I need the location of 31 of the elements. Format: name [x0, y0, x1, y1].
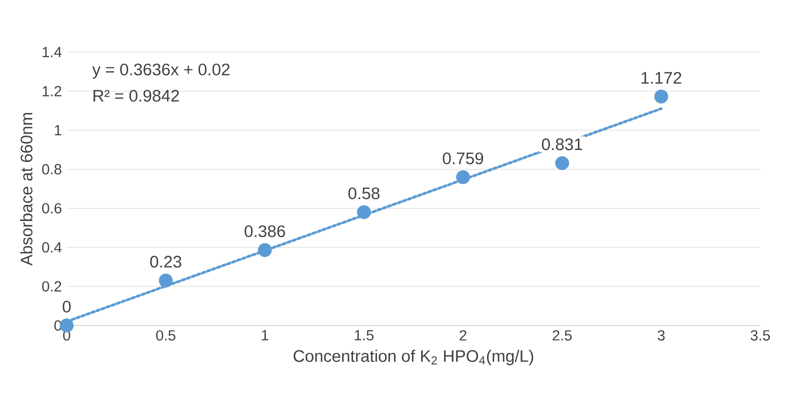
y-tick-label: 1.4: [42, 47, 62, 58]
point: [654, 90, 668, 104]
point: [555, 156, 570, 170]
x-tick-label: 2: [460, 330, 466, 340]
data-label: 0: [62, 300, 71, 313]
point: [456, 170, 470, 184]
x-tick-label: 1.5: [354, 330, 374, 340]
data-label: 0.831: [542, 138, 582, 150]
y-tick-label: 0.4: [42, 242, 62, 253]
y-axis-title: Absorbace at 660nm: [20, 113, 32, 266]
y-tick-label: 0.2: [42, 281, 62, 292]
x-tick-label: 2.5: [552, 330, 572, 341]
point: [258, 243, 272, 258]
y-tick-label: 1.2: [42, 86, 62, 96]
annotation: R² = 0.9842: [94, 90, 179, 102]
point: [158, 274, 173, 288]
y-tick-label: 0.6: [42, 203, 62, 214]
x-tick-label: 3: [658, 330, 665, 341]
data-label: 0.58: [348, 188, 380, 200]
data-label: 0.23: [150, 256, 182, 268]
y-tick-label: 1: [54, 125, 62, 136]
data-label: 1.172: [642, 72, 682, 84]
x-tick-label: 1: [262, 330, 268, 340]
x-tick-label: 0.5: [156, 330, 176, 341]
data-label: 0.386: [244, 225, 285, 238]
y-tick-label: 0.8: [42, 164, 62, 174]
data-label: 0.759: [442, 152, 484, 164]
annotation: y = 0.3636x + 0.02: [92, 64, 230, 79]
x-tick-label: 3.5: [750, 330, 770, 341]
x-axis-title: Concentration of K$_{2}$ HPO$_{4}$(mg/L): [294, 350, 534, 366]
point: [357, 205, 371, 220]
